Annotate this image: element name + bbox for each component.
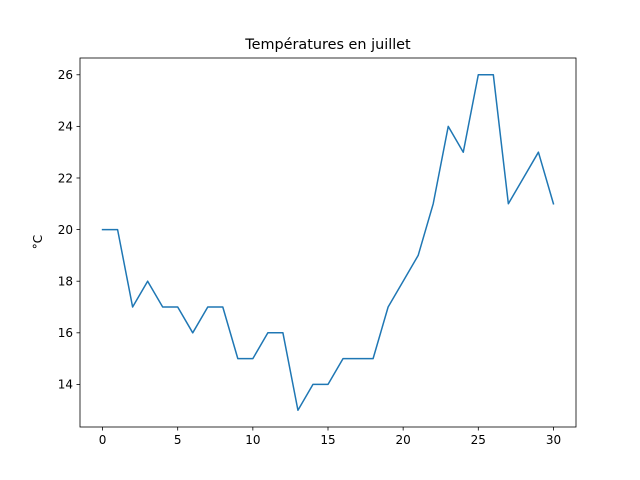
y-tick-label: 20 (58, 223, 73, 237)
y-tick-label: 14 (58, 378, 73, 392)
y-tick-label: 16 (58, 326, 73, 340)
y-tick-label: 24 (58, 120, 73, 134)
x-tick-label: 25 (471, 433, 486, 447)
y-tick-label: 22 (58, 171, 73, 185)
y-tick-label: 18 (58, 275, 73, 289)
series-line-0 (101, 74, 555, 411)
x-tick-label: 20 (396, 433, 411, 447)
y-axis-label: °C (31, 235, 45, 249)
x-tick-label: 30 (546, 433, 561, 447)
y-tick-label: 26 (58, 68, 73, 82)
x-tick-label: 5 (174, 433, 182, 447)
x-tick-label: 15 (320, 433, 335, 447)
plot-area: 0 5 10 15 20 25 30 14 16 18 20 22 24 26 (58, 57, 577, 447)
x-tick-label: 10 (245, 433, 260, 447)
x-tick-label: 0 (99, 433, 107, 447)
chart-title: Températures en juillet (244, 37, 411, 53)
